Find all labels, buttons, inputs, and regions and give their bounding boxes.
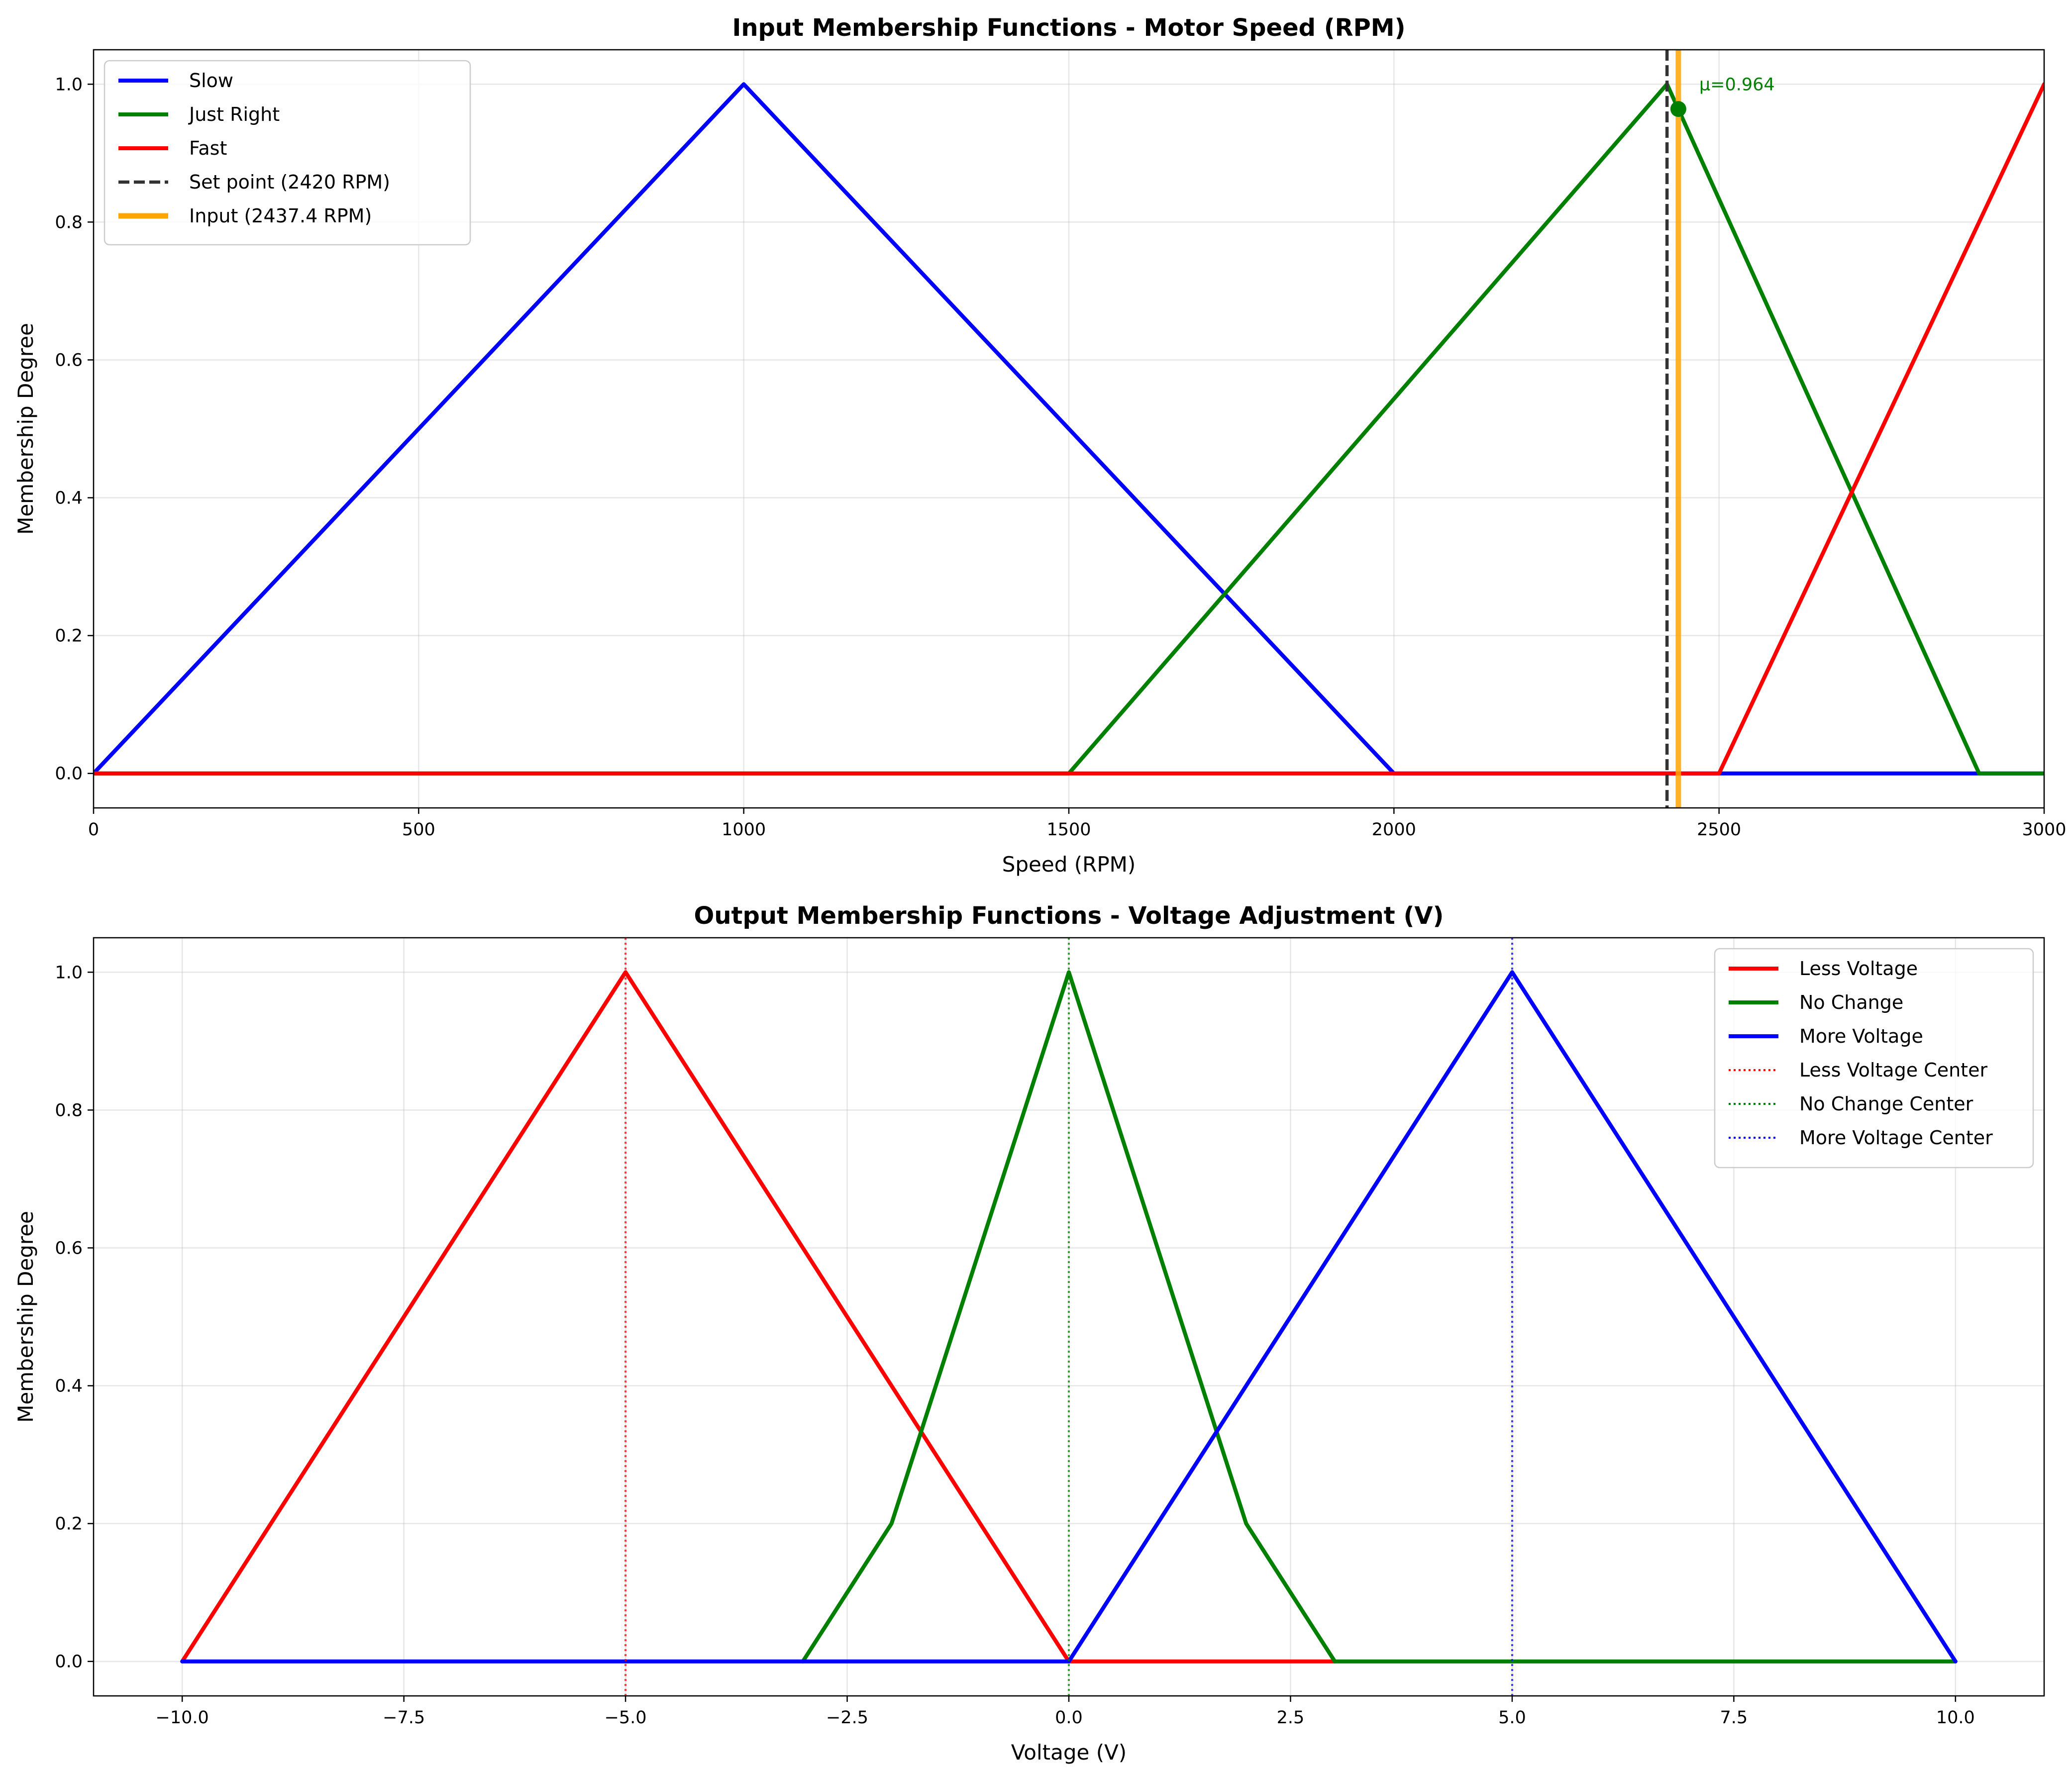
chart-title: Output Membership Functions - Voltage Ad… — [694, 902, 1444, 930]
x-tick-label: 1500 — [1046, 820, 1091, 840]
axes-frame — [93, 49, 2045, 809]
legend-box — [1714, 948, 2034, 1169]
legend: Less Voltage No Change More Voltage Less Vo… — [1714, 948, 2034, 1169]
y-tick-label: 0.8 — [55, 1100, 83, 1120]
series-line-fast — [94, 82, 2044, 776]
legend-label: No Change Center — [1799, 1093, 1973, 1115]
legend-label: Less Voltage Center — [1799, 1059, 1987, 1081]
x-tick-label: 500 — [402, 820, 435, 840]
legend-label: More Voltage Center — [1799, 1127, 1993, 1149]
membership-point — [1670, 101, 1686, 117]
y-tick-label: 0.6 — [55, 350, 83, 370]
axis-ticks: 0 500 1000 1500 2000 2500 3000 0.0 0.2 0.4 0.6 0.8 1… — [55, 49, 2067, 840]
series-line-no-change — [801, 970, 1958, 1664]
plot-area: μ=0.964 — [94, 50, 2044, 808]
y-axis-label: Membership Degree — [13, 323, 38, 535]
legend-label: Set point (2420 RPM) — [189, 171, 390, 193]
x-tick-label: −2.5 — [826, 1708, 868, 1728]
legend-box — [104, 60, 471, 246]
axis-ticks: −10.0 −7.5 −5.0 −2.5 0.0 2.5 5.0 7.5 10.0 0.0 0.2 0… — [55, 937, 2045, 1728]
legend-label: Input (2437.4 RPM) — [189, 205, 372, 227]
series-line-more-voltage — [180, 970, 1958, 1664]
legend-label: Slow — [189, 70, 233, 92]
series-group — [94, 50, 2044, 808]
y-tick-label: 0.2 — [55, 626, 83, 646]
axes-frame — [93, 937, 2045, 1697]
x-tick-label: 2000 — [1372, 820, 1416, 840]
legend: Slow Just Right Fast Set point (2420 RPM) In… — [104, 60, 471, 246]
x-tick-label: 7.5 — [1720, 1708, 1748, 1728]
x-tick-label: 0.0 — [1055, 1708, 1083, 1728]
legend-label: Just Right — [188, 103, 280, 125]
input-membership-chart: Input Membership Functions - Motor Speed… — [13, 14, 2067, 877]
plot-area — [180, 938, 1958, 1696]
x-axis-label: Voltage (V) — [1011, 1740, 1127, 1765]
x-tick-label: −7.5 — [383, 1708, 425, 1728]
y-tick-label: 0.8 — [55, 212, 83, 232]
output-membership-chart: Output Membership Functions - Voltage Ad… — [13, 902, 2045, 1765]
y-tick-label: 0.6 — [55, 1238, 83, 1258]
legend-label: No Change — [1799, 991, 1903, 1013]
x-tick-label: 2500 — [1697, 820, 1741, 840]
y-tick-label: 1.0 — [55, 75, 83, 95]
legend-label: More Voltage — [1799, 1025, 1923, 1047]
series-line-less-voltage — [180, 970, 1337, 1664]
y-tick-label: 1.0 — [55, 963, 83, 983]
y-tick-label: 0.0 — [55, 1652, 83, 1672]
x-tick-label: 1000 — [722, 820, 766, 840]
x-tick-label: 5.0 — [1498, 1708, 1526, 1728]
x-tick-label: −5.0 — [605, 1708, 647, 1728]
chart-title: Input Membership Functions - Motor Speed… — [732, 14, 1406, 42]
y-axis-label: Membership Degree — [13, 1211, 38, 1423]
legend-label: Less Voltage — [1799, 958, 1918, 980]
x-tick-label: 3000 — [2022, 820, 2066, 840]
x-tick-label: 2.5 — [1277, 1708, 1305, 1728]
series-group — [180, 938, 1958, 1696]
x-tick-label: −10.0 — [156, 1708, 209, 1728]
y-tick-label: 0.4 — [55, 489, 83, 508]
y-tick-label: 0.4 — [55, 1377, 83, 1396]
x-tick-label: 0 — [88, 820, 99, 840]
x-axis-label: Speed (RPM) — [1002, 852, 1136, 877]
membership-annotation: μ=0.964 — [1699, 75, 1775, 95]
y-tick-label: 0.0 — [55, 764, 83, 784]
y-tick-label: 0.2 — [55, 1514, 83, 1534]
legend-label: Fast — [189, 137, 227, 159]
x-tick-label: 10.0 — [1936, 1708, 1975, 1728]
